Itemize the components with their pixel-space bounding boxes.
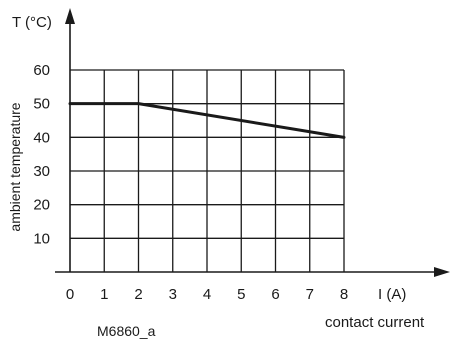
x-tick-label: 1 [100, 286, 108, 303]
x-tick-label: 4 [203, 286, 211, 303]
x-tick-label: 5 [237, 286, 245, 303]
series [68, 102, 346, 139]
x-tick-label: 6 [271, 286, 279, 303]
series-line [68, 102, 346, 139]
x-axis-arrow [434, 267, 450, 277]
x-tick-label: 0 [66, 286, 74, 303]
y-tick-label: 30 [33, 163, 50, 180]
x-tick-label: 3 [169, 286, 177, 303]
grid [70, 69, 345, 272]
y-axis-arrow [65, 8, 75, 24]
x-tick-label: 8 [340, 286, 348, 303]
y-tick-label: 10 [33, 230, 50, 247]
y-axis-label: T (°C) [12, 14, 52, 31]
y-tick-label: 40 [33, 129, 50, 146]
x-tick-label: 7 [306, 286, 314, 303]
y-tick-label: 20 [33, 197, 50, 214]
y-tick-labels: 10 20 30 40 50 60 [33, 62, 50, 247]
x-axis-sublabel: contact current [325, 314, 425, 331]
x-tick-labels: 0 1 2 3 4 5 6 7 8 [66, 286, 348, 303]
y-axis-sublabel: ambient temperature [7, 102, 23, 231]
axes [55, 8, 450, 277]
y-tick-label: 60 [33, 62, 50, 79]
y-tick-label: 50 [33, 96, 50, 113]
figure-code: M6860_a [97, 323, 156, 339]
x-tick-label: 2 [134, 286, 142, 303]
x-axis-label: I (A) [378, 286, 406, 303]
